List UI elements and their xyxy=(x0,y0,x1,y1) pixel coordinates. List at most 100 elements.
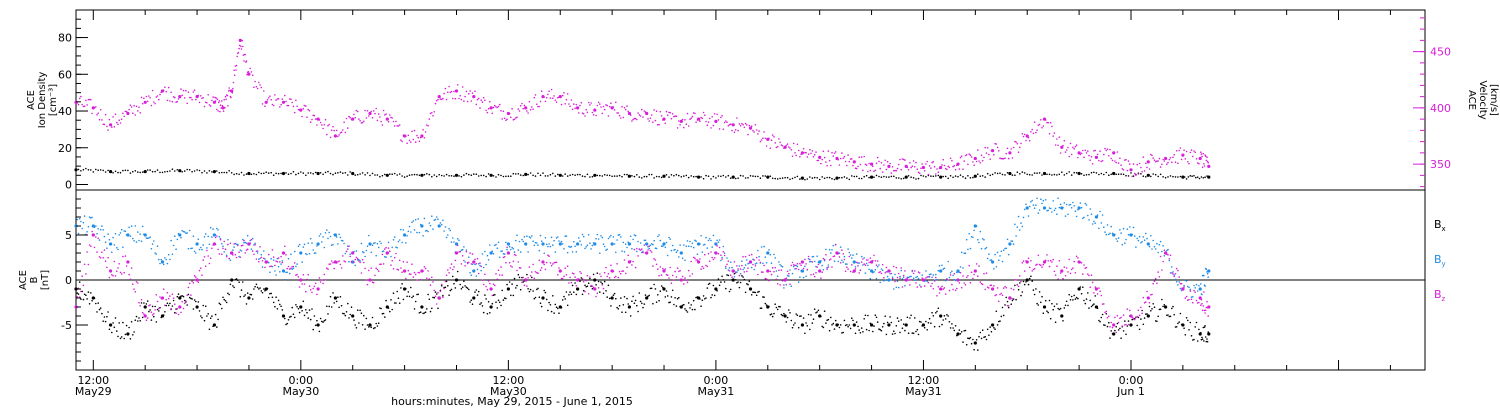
bx-sample xyxy=(1023,283,1026,286)
density-sample xyxy=(823,177,826,180)
bz-sample xyxy=(321,279,323,281)
bz-sample xyxy=(885,266,888,269)
velocity-sample xyxy=(389,114,391,116)
bx-sample xyxy=(539,302,542,305)
bx-sample xyxy=(328,305,331,308)
velocity-sample xyxy=(459,94,462,97)
density-sample xyxy=(1198,177,1201,180)
bx-sample xyxy=(727,274,730,277)
bx-sample xyxy=(1152,303,1154,305)
velocity-sample xyxy=(876,156,879,159)
by-sample xyxy=(726,257,728,259)
velocity-sample xyxy=(926,160,928,163)
density-sample xyxy=(250,173,253,176)
bz-sample xyxy=(311,291,313,294)
bz-sample xyxy=(896,276,899,279)
bx-sample xyxy=(1011,299,1014,302)
velocity-sample xyxy=(728,123,731,126)
bx-sample xyxy=(445,280,448,283)
velocity-sample xyxy=(759,140,762,143)
by-point xyxy=(714,242,718,246)
by-sample xyxy=(671,244,674,247)
bx-sample xyxy=(931,311,933,314)
by-sample xyxy=(585,246,587,248)
density-sample xyxy=(952,176,954,179)
by-sample xyxy=(613,243,616,245)
by-sample xyxy=(160,258,162,261)
bx-sample xyxy=(830,316,832,319)
velocity-sample xyxy=(972,161,974,163)
velocity-sample xyxy=(1087,150,1089,152)
velocity-sample xyxy=(502,110,505,113)
bx-sample xyxy=(286,322,289,325)
velocity-sample xyxy=(809,148,811,151)
by-sample xyxy=(477,263,480,265)
by-sample xyxy=(1019,229,1021,231)
bx-sample xyxy=(476,294,479,296)
by-sample xyxy=(627,241,629,243)
by-sample xyxy=(534,241,537,244)
velocity-sample xyxy=(804,151,806,154)
bx-sample xyxy=(313,315,316,317)
bz-sample xyxy=(780,269,783,271)
velocity-point xyxy=(472,95,476,99)
density-sample xyxy=(463,174,465,176)
by-sample xyxy=(942,268,944,270)
velocity-sample xyxy=(172,96,175,98)
bx-sample xyxy=(407,291,410,293)
bx-sample xyxy=(999,320,1001,322)
by-sample xyxy=(254,242,256,245)
by-sample xyxy=(169,258,171,261)
bx-sample xyxy=(389,310,391,313)
bottom-panel-marks xyxy=(74,197,1211,351)
bz-sample xyxy=(1110,321,1112,324)
by-sample xyxy=(206,247,208,249)
bx-sample xyxy=(944,318,947,320)
bx-sample xyxy=(340,304,343,307)
bx-sample xyxy=(186,304,188,306)
by-sample xyxy=(931,276,933,279)
bx-sample xyxy=(306,311,308,314)
density-sample xyxy=(1033,172,1036,174)
by-sample xyxy=(1088,219,1090,221)
bz-sample xyxy=(261,260,264,262)
by-sample xyxy=(1173,274,1175,276)
by-sample xyxy=(967,248,969,251)
bz-sample xyxy=(1014,278,1016,281)
bx-sample xyxy=(85,294,87,297)
bx-sample xyxy=(1077,297,1079,300)
velocity-sample xyxy=(243,60,245,62)
velocity-sample xyxy=(81,103,83,106)
bx-sample xyxy=(927,322,930,324)
velocity-sample xyxy=(785,144,788,147)
by-sample xyxy=(527,251,529,253)
bx-sample xyxy=(540,305,543,308)
bx-sample xyxy=(427,293,429,296)
velocity-sample xyxy=(773,136,775,138)
bx-point xyxy=(1164,305,1168,309)
bx-sample xyxy=(923,326,926,329)
density-sample xyxy=(1145,176,1147,178)
by-sample xyxy=(366,245,369,247)
by-sample xyxy=(846,263,848,265)
velocity-sample xyxy=(788,146,790,148)
velocity-sample xyxy=(358,118,360,120)
velocity-sample xyxy=(1064,151,1067,153)
velocity-sample xyxy=(1069,142,1072,145)
density-sample xyxy=(1080,173,1083,175)
by-sample xyxy=(440,223,443,226)
bz-sample xyxy=(260,256,263,259)
velocity-sample xyxy=(605,104,607,106)
by-sample xyxy=(978,241,980,244)
velocity-sample xyxy=(660,115,663,117)
velocity-sample xyxy=(852,164,854,167)
bz-sample xyxy=(831,266,833,268)
by-sample xyxy=(674,248,676,251)
velocity-sample xyxy=(1046,121,1048,124)
density-sample xyxy=(996,172,999,175)
bz-sample xyxy=(439,290,442,293)
bx-sample xyxy=(402,298,405,301)
velocity-sample xyxy=(427,125,429,127)
velocity-sample xyxy=(400,139,402,141)
bx-sample xyxy=(208,328,211,331)
